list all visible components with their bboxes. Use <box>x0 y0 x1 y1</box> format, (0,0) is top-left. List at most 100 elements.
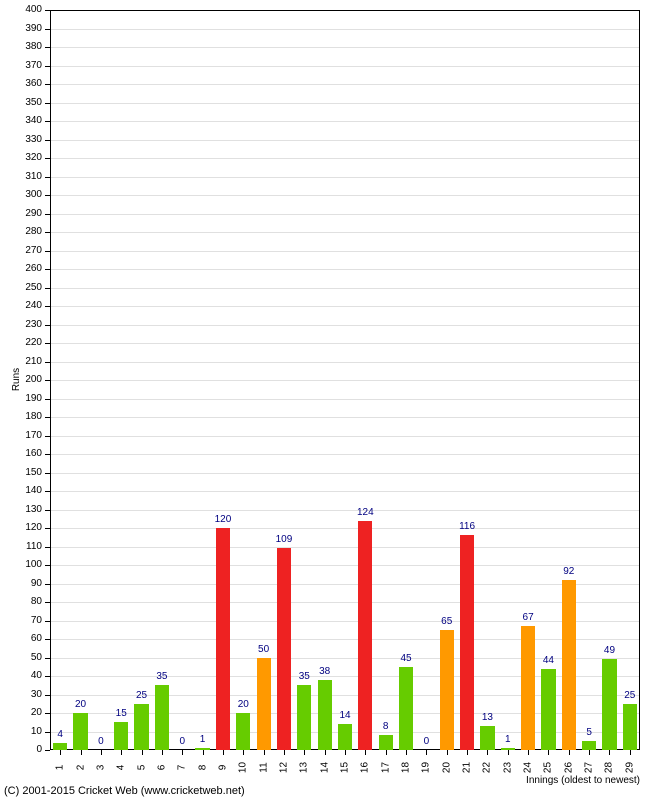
gridline <box>51 195 639 196</box>
bar-value-label: 35 <box>147 671 177 682</box>
gridline <box>51 121 639 122</box>
x-tick-label: 4 <box>116 758 127 778</box>
bar <box>53 743 67 750</box>
x-tick-label: 8 <box>197 758 208 778</box>
y-tick <box>45 510 50 511</box>
y-tick-label: 0 <box>0 744 42 755</box>
y-tick <box>45 399 50 400</box>
y-tick-label: 130 <box>0 504 42 515</box>
bar-value-label: 15 <box>106 708 136 719</box>
y-tick <box>45 584 50 585</box>
y-tick-label: 310 <box>0 171 42 182</box>
bar-value-label: 20 <box>228 699 258 710</box>
x-tick <box>81 750 82 755</box>
gridline <box>51 140 639 141</box>
bar-value-label: 1 <box>188 734 218 745</box>
x-tick-label: 9 <box>217 758 228 778</box>
bar-value-label: 44 <box>533 655 563 666</box>
y-tick <box>45 84 50 85</box>
y-tick-label: 210 <box>0 356 42 367</box>
bar <box>541 669 555 750</box>
gridline <box>51 47 639 48</box>
x-tick-label: 17 <box>380 758 391 778</box>
x-tick-label: 21 <box>462 758 473 778</box>
x-tick <box>569 750 570 755</box>
gridline <box>51 436 639 437</box>
y-tick <box>45 251 50 252</box>
bar-value-label: 45 <box>391 653 421 664</box>
bar <box>358 521 372 750</box>
x-tick <box>304 750 305 755</box>
y-tick-label: 20 <box>0 707 42 718</box>
y-tick <box>45 695 50 696</box>
x-tick <box>223 750 224 755</box>
y-tick <box>45 417 50 418</box>
bar <box>338 724 352 750</box>
x-tick <box>101 750 102 755</box>
copyright-footer: (C) 2001-2015 Cricket Web (www.cricketwe… <box>4 785 245 797</box>
y-tick <box>45 10 50 11</box>
gridline <box>51 454 639 455</box>
gridline <box>51 325 639 326</box>
x-tick <box>121 750 122 755</box>
x-tick <box>589 750 590 755</box>
bar-value-label: 20 <box>66 699 96 710</box>
gridline <box>51 584 639 585</box>
bar-value-label: 65 <box>432 616 462 627</box>
bar-value-label: 0 <box>411 736 441 747</box>
bar-value-label: 49 <box>594 645 624 656</box>
y-tick-label: 330 <box>0 134 42 145</box>
y-tick-label: 40 <box>0 670 42 681</box>
y-tick-label: 300 <box>0 189 42 200</box>
gridline <box>51 66 639 67</box>
y-tick-label: 320 <box>0 152 42 163</box>
x-tick <box>386 750 387 755</box>
gridline <box>51 232 639 233</box>
x-tick <box>365 750 366 755</box>
bar <box>297 685 311 750</box>
y-tick-label: 380 <box>0 41 42 52</box>
bar-value-label: 1 <box>493 734 523 745</box>
x-tick <box>325 750 326 755</box>
y-tick-label: 100 <box>0 559 42 570</box>
gridline <box>51 473 639 474</box>
y-axis-label: Runs <box>11 368 22 391</box>
bar <box>134 704 148 750</box>
x-tick <box>508 750 509 755</box>
x-tick <box>243 750 244 755</box>
y-tick <box>45 473 50 474</box>
y-tick-label: 360 <box>0 78 42 89</box>
x-tick <box>406 750 407 755</box>
x-tick <box>203 750 204 755</box>
x-tick-label: 7 <box>177 758 188 778</box>
y-tick <box>45 713 50 714</box>
gridline <box>51 214 639 215</box>
y-tick-label: 220 <box>0 337 42 348</box>
gridline <box>51 103 639 104</box>
y-tick-label: 170 <box>0 430 42 441</box>
bar-value-label: 92 <box>554 566 584 577</box>
gridline <box>51 491 639 492</box>
bar-value-label: 4 <box>45 729 75 740</box>
y-tick-label: 260 <box>0 263 42 274</box>
x-tick <box>630 750 631 755</box>
x-tick <box>60 750 61 755</box>
y-tick-label: 110 <box>0 541 42 552</box>
x-tick-label: 1 <box>55 758 66 778</box>
y-tick <box>45 325 50 326</box>
y-tick-label: 60 <box>0 633 42 644</box>
gridline <box>51 399 639 400</box>
bar-value-label: 5 <box>574 727 604 738</box>
bar-value-label: 8 <box>371 721 401 732</box>
y-tick-label: 90 <box>0 578 42 589</box>
bar-value-label: 116 <box>452 521 482 532</box>
y-tick <box>45 195 50 196</box>
gridline <box>51 621 639 622</box>
x-tick <box>264 750 265 755</box>
gridline <box>51 510 639 511</box>
bar-value-label: 67 <box>513 612 543 623</box>
y-tick-label: 120 <box>0 522 42 533</box>
y-tick <box>45 306 50 307</box>
y-tick <box>45 343 50 344</box>
x-tick <box>182 750 183 755</box>
